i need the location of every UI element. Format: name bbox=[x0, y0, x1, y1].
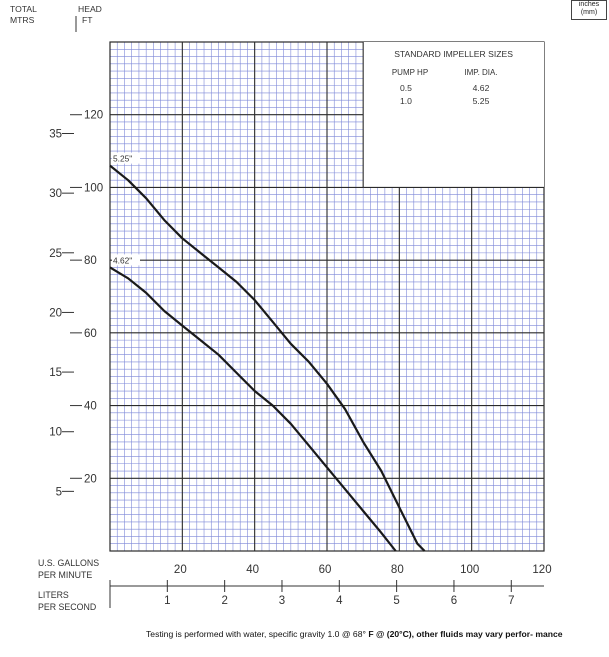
legend-col-dia: IMP. DIA. bbox=[464, 68, 497, 77]
x-tick-label-gpm: 120 bbox=[532, 564, 551, 576]
x-axis-label-lps: LITERS bbox=[38, 590, 69, 600]
y-tick-label-ft: 20 bbox=[84, 473, 97, 485]
y-tick-label-m: 30 bbox=[49, 188, 62, 200]
testing-footnote: Testing is performed with water, specifi… bbox=[146, 629, 601, 639]
x-tick-label-gpm: 20 bbox=[174, 564, 187, 576]
y-tick-label-ft: 60 bbox=[84, 328, 97, 340]
x-tick-label-lps: 4 bbox=[336, 595, 343, 607]
curve-label: 5.25" bbox=[113, 154, 132, 164]
impeller-legend: STANDARD IMPELLER SIZES PUMP HP IMP. DIA. 0… bbox=[362, 42, 544, 188]
x-tick-label-gpm: 40 bbox=[246, 564, 259, 576]
y-tick-label-m: 20 bbox=[49, 307, 62, 319]
footnote-text: Testing is performed with water, specifi… bbox=[146, 629, 369, 639]
pump-curve-line bbox=[109, 266, 397, 552]
units-note: inches (mm) bbox=[571, 0, 607, 20]
y-tick-label-m: 35 bbox=[49, 129, 62, 141]
footnote-bold-text: F @ (20°C), other fluids may vary perfor… bbox=[368, 629, 563, 639]
x-axis-label-gpm: PER MINUTE bbox=[38, 570, 92, 580]
legend-dia-value: 5.25 bbox=[473, 96, 490, 106]
x-tick-label-gpm: 60 bbox=[319, 564, 332, 576]
x-tick-label-lps: 5 bbox=[393, 595, 399, 607]
x-tick-label-gpm: 100 bbox=[460, 564, 479, 576]
legend-hp-value: 1.0 bbox=[400, 96, 412, 106]
x-tick-label-lps: 7 bbox=[508, 595, 514, 607]
legend-hp-value: 0.5 bbox=[400, 83, 412, 93]
x-axis-label-gpm: U.S. GALLONS bbox=[38, 558, 99, 568]
x-tick-label-lps: 2 bbox=[221, 595, 227, 607]
y-header-mtrs: MTRS bbox=[10, 15, 35, 25]
y-tick-label-m: 15 bbox=[49, 367, 62, 379]
x-tick-label-lps: 3 bbox=[279, 595, 285, 607]
major-grid bbox=[109, 41, 545, 552]
y-tick-label-ft: 120 bbox=[84, 110, 103, 122]
x-tick-label-gpm: 80 bbox=[391, 564, 404, 576]
x-axis-label-lps: PER SECOND bbox=[38, 602, 96, 612]
curve-label-bg bbox=[112, 152, 140, 164]
y-tick-label-ft: 40 bbox=[84, 401, 97, 413]
y-header-ft: FT bbox=[82, 15, 93, 25]
y-header-head: HEAD bbox=[78, 4, 102, 14]
curve-label: 4.62" bbox=[113, 255, 132, 265]
legend-title: STANDARD IMPELLER SIZES bbox=[394, 49, 513, 59]
x-tick-label-lps: 6 bbox=[451, 595, 457, 607]
y-tick-label-m: 10 bbox=[49, 427, 62, 439]
legend-col-hp: PUMP HP bbox=[392, 68, 428, 77]
y-tick-label-m: 5 bbox=[56, 486, 62, 498]
y-tick-label-ft: 100 bbox=[84, 182, 103, 194]
pump-curves: 5.25" 4.62" bbox=[109, 152, 426, 552]
x-tick-label-lps: 1 bbox=[164, 595, 170, 607]
y-tick-label-m: 25 bbox=[49, 248, 62, 260]
y-header-total: TOTAL bbox=[10, 4, 37, 14]
y-tick-label-ft: 80 bbox=[84, 255, 97, 267]
pump-curve-line bbox=[109, 164, 426, 552]
legend-dia-value: 4.62 bbox=[473, 83, 490, 93]
plot-border bbox=[109, 41, 545, 552]
curve-label-bg bbox=[112, 254, 140, 266]
legend-background bbox=[363, 42, 544, 188]
